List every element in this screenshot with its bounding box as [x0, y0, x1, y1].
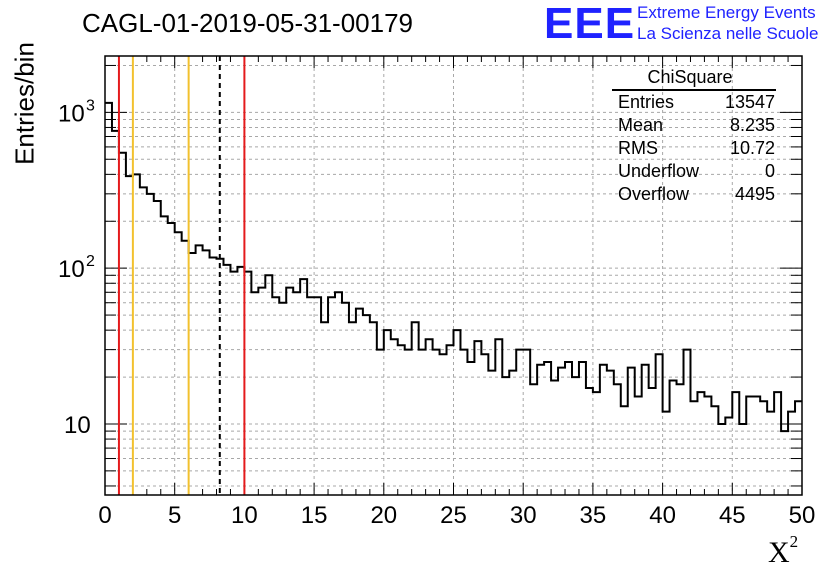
stats-label: Mean [618, 115, 664, 135]
stats-row: Overflow 4495 [612, 183, 775, 206]
logo-text: Extreme Energy Events La Scienza nelle S… [637, 2, 818, 44]
y-axis-label-text: Entries/bin [9, 42, 40, 165]
y-tick-label-exponent: 3 [86, 97, 95, 114]
stats-value: 0 [764, 161, 775, 181]
y-tick-label: 10 [58, 256, 85, 283]
plot-frame [104, 55, 803, 496]
marker-lines [117, 56, 246, 495]
stats-value: 10.72 [729, 138, 775, 158]
stats-box: ChiSquare Entries 13547 Mean 8.235 RMS 10.7… [612, 66, 778, 206]
stats-row: Underflow 0 [612, 160, 775, 183]
run-title: CAGL-01-2019-05-31-00179 [82, 8, 413, 38]
stats-row: Mean 8.235 [612, 114, 775, 137]
eee-logo: EEE [544, 0, 636, 48]
x-axis-label-text: X [768, 536, 790, 569]
stats-label: Underflow [618, 161, 700, 181]
x-axis-label-sup: 2 [789, 532, 799, 551]
logo-line1: Extreme Energy Events [637, 3, 816, 22]
stats-value: 8.235 [729, 115, 775, 135]
x-tick-label: 50 [789, 502, 816, 529]
y-tick-label: 10 [58, 100, 85, 127]
stats-value: 4495 [734, 184, 775, 204]
histogram-line [105, 101, 802, 433]
x-tick-label: 10 [231, 502, 258, 529]
stats-label: Entries [618, 92, 675, 112]
x-tick-label: 15 [301, 502, 328, 529]
stats-divider [612, 89, 776, 91]
x-tick-label: 40 [649, 502, 676, 529]
x-tick-label: 20 [370, 502, 397, 529]
x-tick-label: 35 [580, 502, 607, 529]
stats-label: RMS [618, 138, 658, 158]
stats-label: Overflow [618, 184, 690, 204]
stats-row: RMS 10.72 [612, 137, 775, 160]
stats-value: 13547 [724, 92, 775, 112]
stats-row: Entries 13547 [612, 91, 775, 114]
grid [105, 56, 802, 495]
logo-line2: La Scienza nelle Scuole [637, 24, 819, 43]
y-axis-label: Entries/bin [8, 30, 40, 180]
y-tick-label: 10 [64, 412, 91, 439]
x-tick-label: 5 [168, 502, 181, 529]
y-tick-label-exponent: 2 [86, 253, 95, 270]
stats-name: ChiSquare [647, 67, 733, 87]
x-tick-label: 45 [719, 502, 746, 529]
x-tick-label: 30 [510, 502, 537, 529]
x-axis-label: X2 [768, 532, 798, 570]
x-tick-label: 25 [440, 502, 467, 529]
x-tick-label: 0 [98, 502, 111, 529]
